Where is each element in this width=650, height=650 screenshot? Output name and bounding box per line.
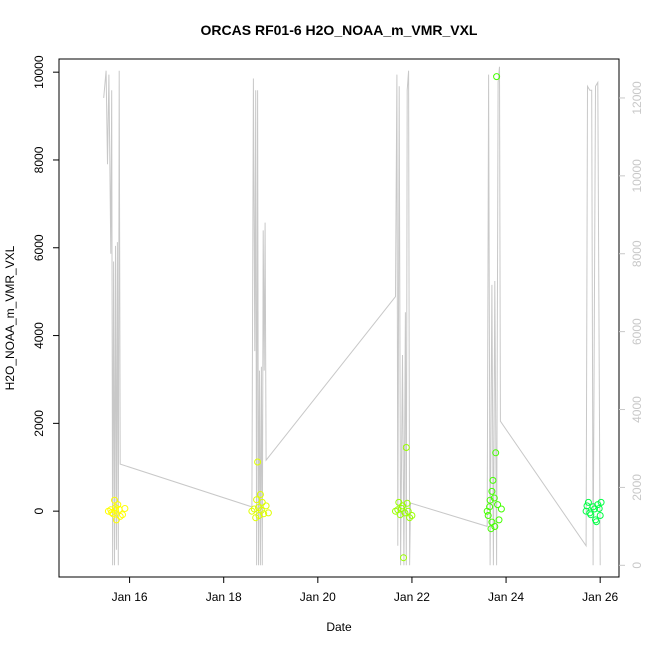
series-line-5 xyxy=(103,66,601,566)
data-point-1-2 xyxy=(253,496,261,504)
data-point-3-12 xyxy=(494,501,502,509)
data-point-3-14 xyxy=(486,496,494,504)
data-point-0-11 xyxy=(112,507,119,515)
data-point-0-12 xyxy=(121,505,129,512)
plot-frame xyxy=(58,58,620,578)
data-point-1-10 xyxy=(258,498,266,506)
data-point-1-8 xyxy=(256,491,264,498)
y-axis-left: 0 2000 4000 6000 8000 10000 xyxy=(32,55,59,514)
data-point-0-8 xyxy=(108,509,116,516)
x-tick-label-2: Jan 20 xyxy=(300,590,336,604)
data-point-1-9 xyxy=(252,514,260,522)
data-point-3-6 xyxy=(489,476,497,484)
y-left-tick-label-0: 0 xyxy=(32,507,46,514)
y-right-tick-label-1: 2000 xyxy=(630,474,644,501)
grey-line-series xyxy=(103,66,601,566)
data-point-2-4 xyxy=(401,509,409,517)
data-point-1-11 xyxy=(264,509,272,517)
y-right-tick-label-0: 0 xyxy=(630,562,644,569)
y-axis-label: H2O_NOAA_m_VMR_VXL xyxy=(3,245,17,390)
x-axis: Jan 16 Jan 18 Jan 20 Jan 22 Jan 24 Jan 26 xyxy=(112,577,619,604)
data-point-2-10 xyxy=(408,512,416,519)
data-point-2-7 xyxy=(402,444,410,451)
chart-title: ORCAS RF01-6 H2O_NOAA_m_VMR_VXL xyxy=(201,22,478,38)
data-point-4-11 xyxy=(583,502,591,510)
point-series xyxy=(104,73,605,562)
y-right-tick-label-5: 10000 xyxy=(630,159,644,193)
data-point-1-12 xyxy=(255,504,262,512)
data-point-0-4 xyxy=(114,501,122,509)
data-point-2-12 xyxy=(404,507,412,515)
data-point-2-5 xyxy=(403,499,411,507)
data-point-1-1 xyxy=(250,505,258,513)
y-right-tick-label-3: 6000 xyxy=(630,318,644,345)
y-left-tick-label-4: 8000 xyxy=(32,146,46,173)
data-point-3-1 xyxy=(486,503,494,511)
y-right-tick-label-6: 12000 xyxy=(630,81,644,115)
data-point-3-11 xyxy=(484,512,492,519)
data-point-4-12 xyxy=(595,505,603,512)
data-point-2-11 xyxy=(395,498,403,506)
data-point-2-6 xyxy=(406,514,414,522)
data-point-4-9 xyxy=(592,518,600,526)
data-point-3-8 xyxy=(495,516,503,524)
y-left-tick-label-5: 10000 xyxy=(32,55,46,89)
data-point-4-0 xyxy=(582,507,590,515)
y-left-tick-label-1: 2000 xyxy=(32,410,46,437)
data-point-4-6 xyxy=(596,512,604,519)
data-point-3-3 xyxy=(490,494,498,502)
x-axis-label: Date xyxy=(326,620,352,634)
data-point-1-5 xyxy=(260,510,268,518)
x-tick-label-4: Jan 24 xyxy=(488,590,524,604)
data-point-0-6 xyxy=(111,496,118,504)
data-point-1-0 xyxy=(248,507,256,515)
data-point-3-7 xyxy=(487,525,495,533)
data-point-3-5 xyxy=(492,449,500,457)
x-tick-label-5: Jan 26 xyxy=(582,590,618,604)
data-point-2-9 xyxy=(398,505,406,512)
x-tick-label-0: Jan 16 xyxy=(112,590,148,604)
y-axis-right: 0 2000 4000 6000 8000 10000 12000 xyxy=(619,81,644,569)
y-right-tick-label-4: 8000 xyxy=(630,240,644,267)
data-point-3-4 xyxy=(493,73,501,81)
data-point-4-10 xyxy=(597,498,605,506)
x-tick-label-1: Jan 18 xyxy=(206,590,242,604)
y-right-tick-label-2: 4000 xyxy=(630,396,644,423)
data-point-4-1 xyxy=(584,498,592,506)
data-point-4-8 xyxy=(586,509,594,517)
data-point-0-7 xyxy=(112,516,120,524)
x-tick-label-3: Jan 22 xyxy=(394,590,430,604)
data-point-1-6 xyxy=(262,502,270,510)
data-point-4-7 xyxy=(591,505,598,513)
data-point-3-10 xyxy=(497,505,505,513)
data-point-1-7 xyxy=(254,458,262,466)
data-point-3-9 xyxy=(488,487,496,495)
y-left-tick-label-2: 4000 xyxy=(32,322,46,349)
data-point-0-10 xyxy=(119,511,126,519)
data-point-2-8 xyxy=(400,554,407,562)
y-left-tick-label-3: 6000 xyxy=(32,234,46,261)
data-point-3-13 xyxy=(491,523,499,530)
